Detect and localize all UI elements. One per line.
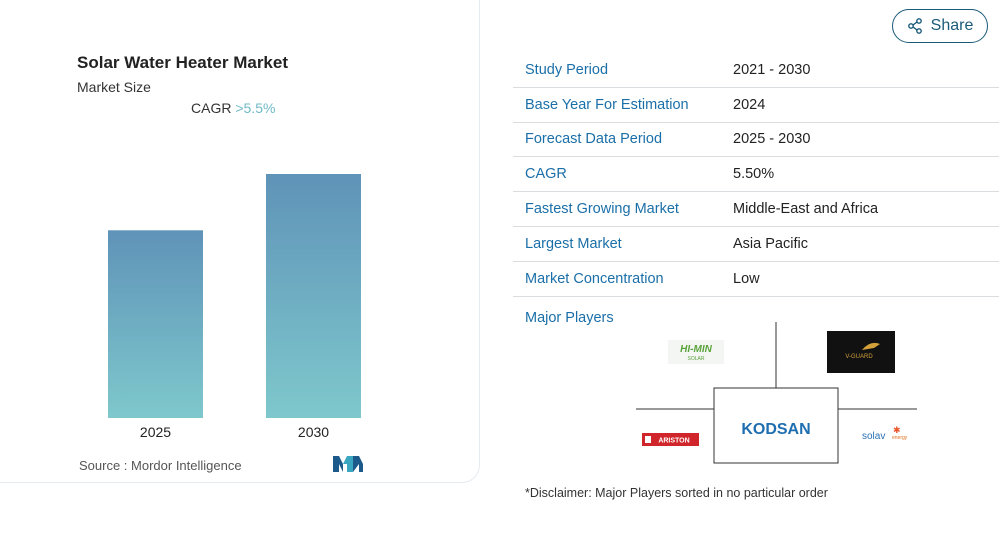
major-players-label: Major Players (525, 310, 614, 326)
disclaimer-text: *Disclaimer: Major Players sorted in no … (525, 486, 828, 500)
info-row: Fastest Growing Market Middle-East and Af… (513, 192, 999, 227)
info-row: Base Year For Estimation 2024 (513, 88, 999, 123)
info-row: Market Concentration Low (513, 262, 999, 297)
share-button[interactable]: Share (892, 9, 988, 43)
hi-min-logo: HI-MIN SOLAR (668, 340, 724, 364)
info-row-label: Market Concentration (525, 270, 664, 287)
info-row-value: 5.50% (733, 166, 775, 183)
share-icon (907, 18, 922, 34)
svg-text:HI-MIN: HI-MIN (680, 344, 712, 355)
solav-logo: solav energy ✱ (862, 426, 908, 442)
ariston-logo: ARISTON (642, 433, 699, 446)
svg-text:KODSAN: KODSAN (741, 421, 810, 438)
major-players-diagram: HI-MIN SOLAR V-GUARD KODSAN ARISTON sola… (636, 322, 917, 464)
kodsan-logo: KODSAN (741, 421, 810, 438)
share-label: Share (930, 17, 974, 34)
svg-text:✱: ✱ (893, 426, 901, 436)
svg-text:solav: solav (862, 431, 885, 442)
info-row-label: Base Year For Estimation (525, 96, 689, 113)
cagr-value: >5.5% (235, 100, 276, 116)
x-tick-label: 2025 (140, 424, 171, 440)
info-row: CAGR 5.50% (513, 157, 999, 193)
bar-2025 (108, 230, 203, 418)
svg-text:energy: energy (892, 435, 908, 441)
svg-text:SOLAR: SOLAR (688, 356, 705, 362)
cagr-label: CAGR >5.5% (191, 100, 275, 116)
info-row-value: Low (733, 270, 760, 287)
chart-subtitle: Market Size (77, 79, 151, 95)
info-row-value: 2025 - 2030 (733, 131, 811, 148)
svg-text:V-GUARD: V-GUARD (845, 354, 873, 360)
market-size-chart: 2025 2030 (108, 174, 361, 440)
info-row: Largest Market Asia Pacific (513, 227, 999, 262)
info-row-label: Study Period (525, 61, 609, 78)
chart-title: Solar Water Heater Market (77, 53, 289, 72)
info-row: Study Period 2021 - 2030 (513, 53, 999, 88)
info-row-label: Largest Market (525, 235, 622, 252)
info-row-value: Asia Pacific (733, 235, 808, 252)
mordor-intelligence-logo (333, 456, 363, 472)
v-guard-logo: V-GUARD (827, 331, 895, 373)
info-row-value: 2024 (733, 96, 766, 113)
info-row-label: Forecast Data Period (525, 131, 663, 148)
source-text: Source : Mordor Intelligence (79, 458, 242, 473)
info-row-value: Middle-East and Africa (733, 201, 879, 218)
bar-2030 (266, 174, 361, 418)
market-size-card (0, 0, 480, 483)
cagr-prefix: CAGR (191, 100, 232, 116)
info-row: Forecast Data Period 2025 - 2030 (513, 123, 999, 158)
info-row-label: CAGR (525, 166, 567, 183)
x-tick-label: 2030 (298, 424, 329, 440)
market-info-table: Study Period 2021 - 2030 Base Year For Est… (513, 53, 999, 297)
info-row-value: 2021 - 2030 (733, 61, 811, 78)
info-row-label: Fastest Growing Market (525, 201, 679, 218)
svg-text:ARISTON: ARISTON (658, 438, 689, 445)
